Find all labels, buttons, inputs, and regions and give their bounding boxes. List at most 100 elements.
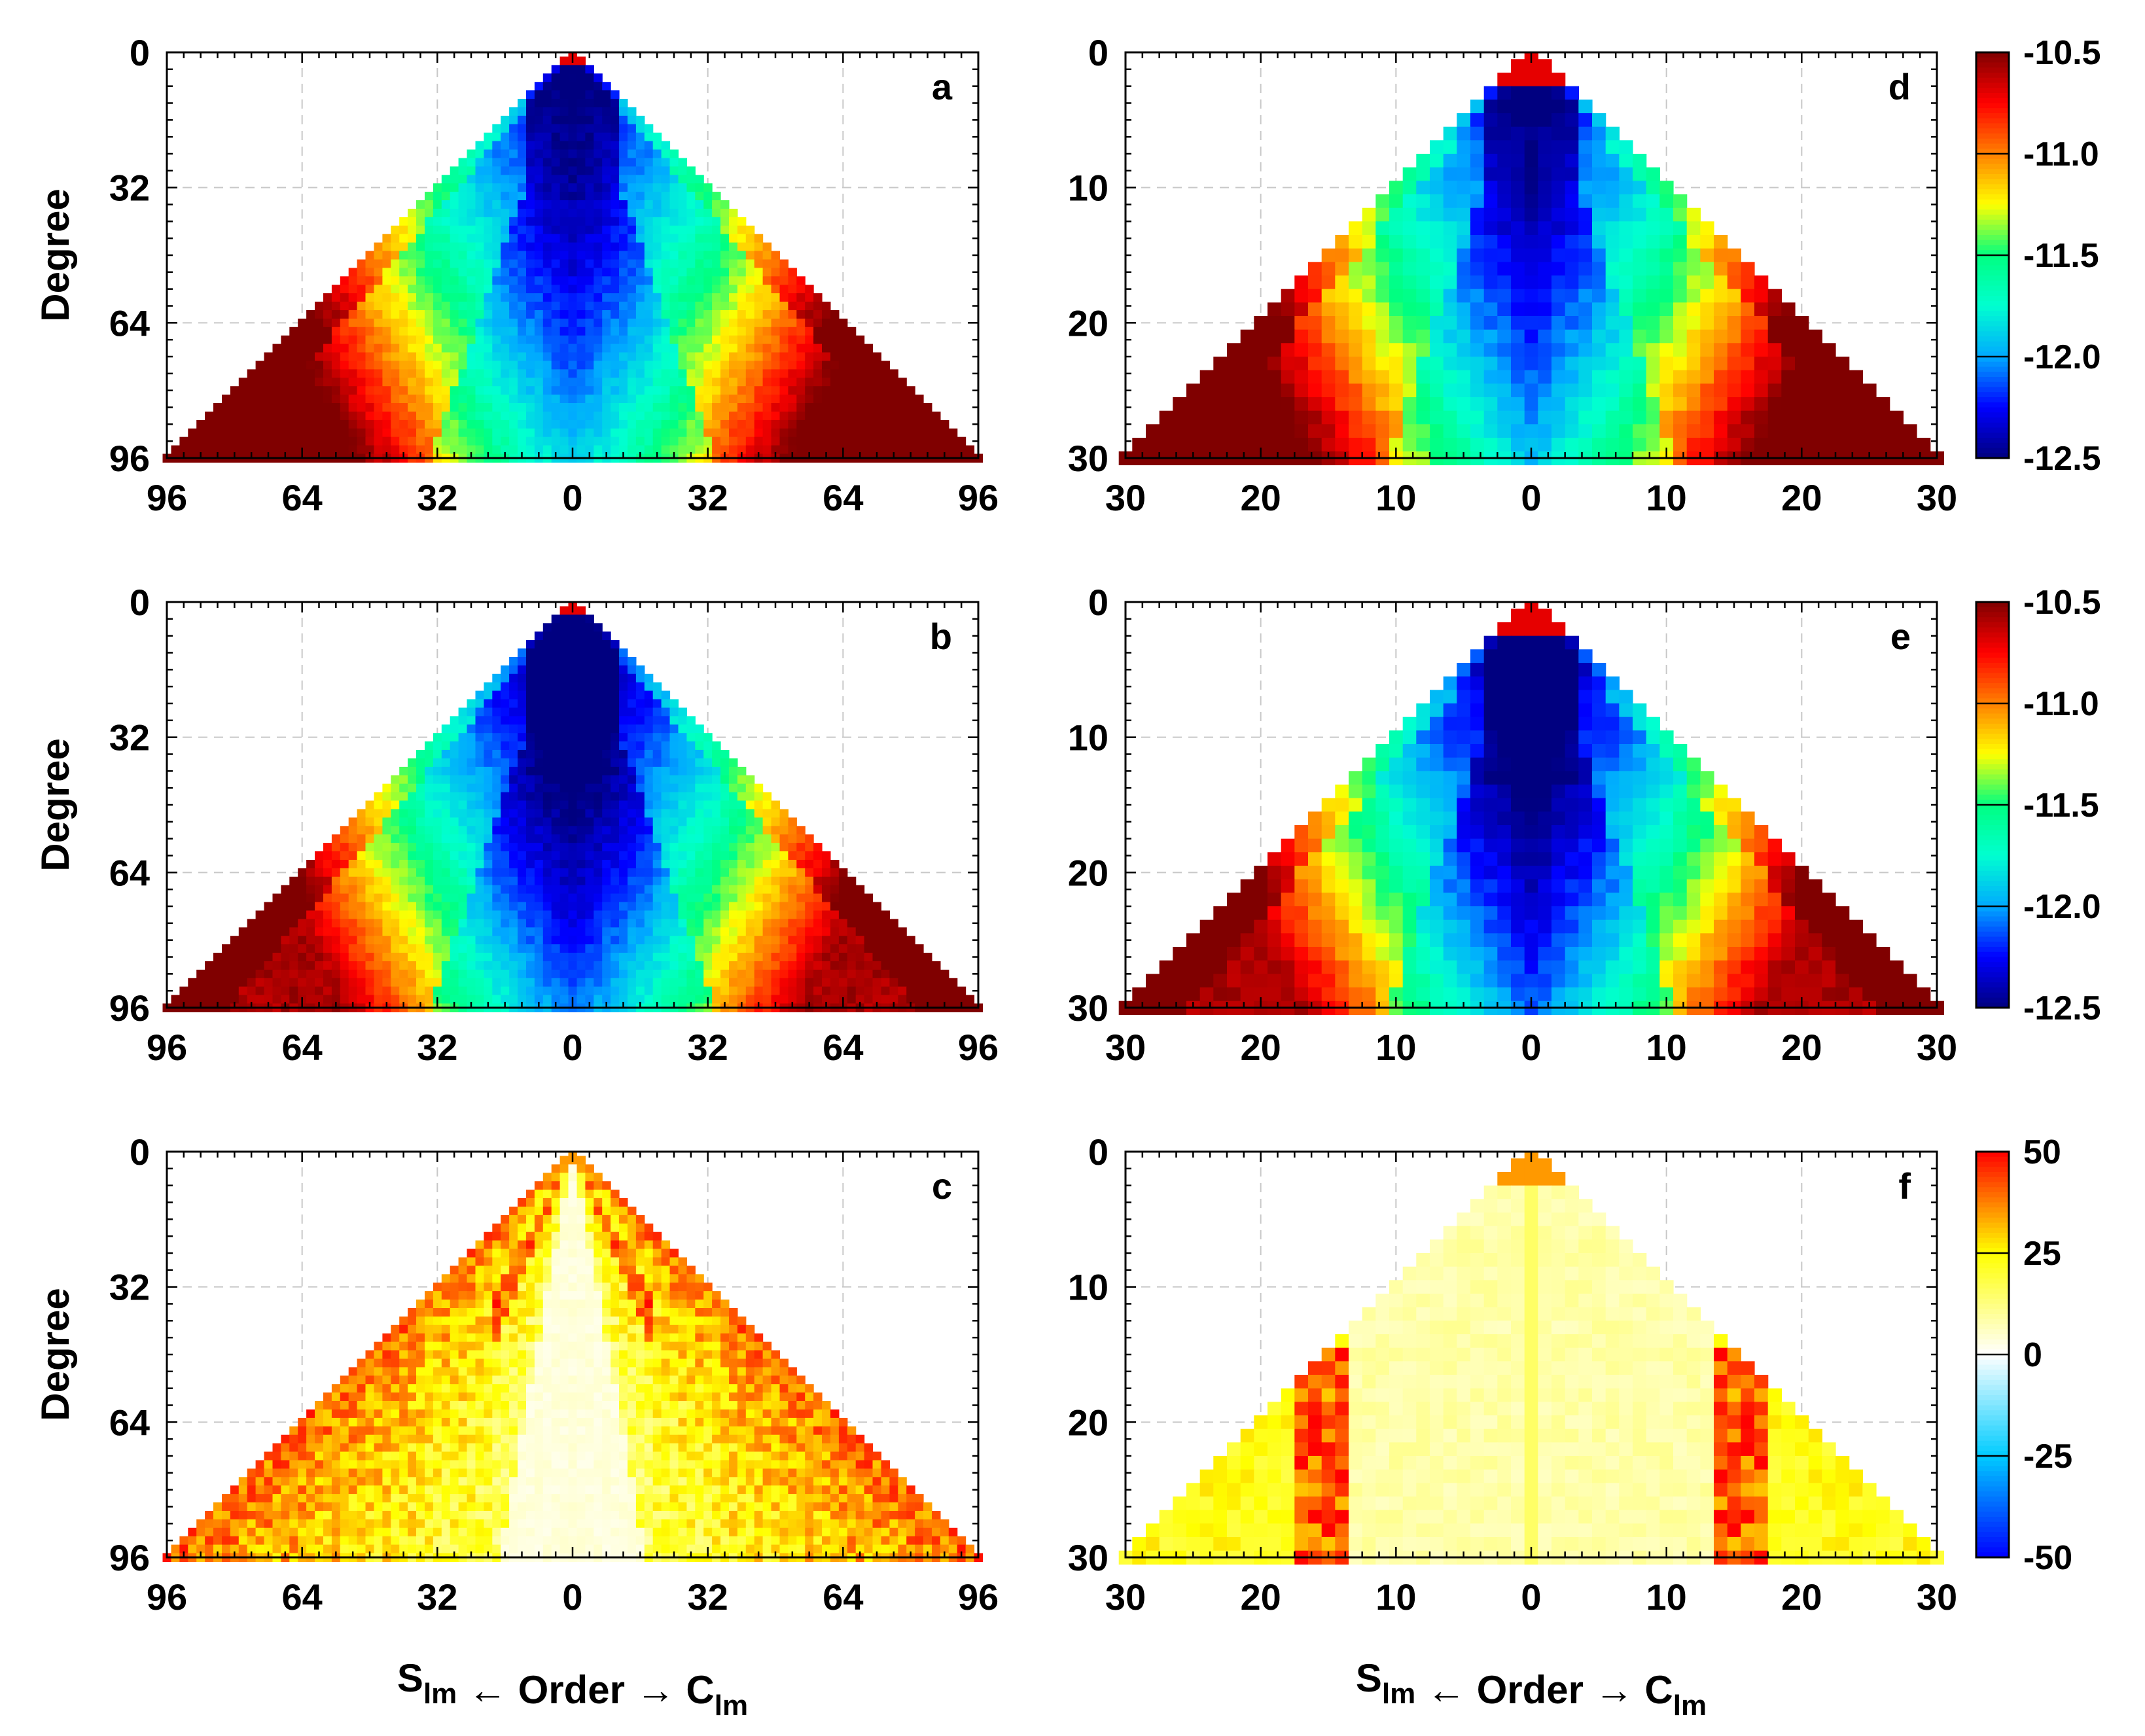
heatmap-cell [526,766,535,776]
heatmap-cell [788,344,797,353]
heatmap-cell [669,403,679,412]
heatmap-cell [602,386,611,395]
heatmap-cell [433,310,442,319]
heatmap-cell [492,936,501,945]
heatmap-cell [526,885,535,895]
heatmap-cell [382,436,391,446]
heatmap-cell [594,995,603,1004]
heatmap-cell [450,792,459,802]
heatmap-cell [551,665,561,675]
heatmap-cell [340,978,349,987]
heatmap-cell [559,885,569,895]
heatmap-cell [602,335,611,345]
heatmap-cell [737,792,747,802]
heatmap-cell [458,978,468,987]
heatmap-cell [433,741,442,751]
heatmap-cell [458,335,468,345]
heatmap-cell [492,876,501,886]
heatmap-cell [357,412,366,421]
heatmap-cell [669,902,679,911]
heatmap-cell [518,115,527,125]
heatmap-cell [594,166,603,175]
heatmap-cell [779,995,789,1004]
heatmap-cell [475,826,484,835]
heatmap-cell [230,386,239,395]
heatmap-cell [830,936,840,945]
heatmap-cell [602,927,611,936]
heatmap-cell [298,352,307,361]
heatmap-cell [796,910,806,919]
heatmap-cell [534,268,544,277]
heatmap-cell [661,851,671,860]
heatmap-cell [619,242,628,252]
heatmap-cell [594,141,603,151]
heatmap-cell [805,936,814,945]
heatmap-cell [635,310,645,319]
heatmap-cell [771,310,780,319]
heatmap-cell [602,209,611,218]
heatmap-cell [779,826,789,835]
heatmap-cell [425,843,434,852]
heatmap-cell [484,851,493,860]
heatmap-cell [720,268,730,277]
heatmap-cell [602,792,611,802]
heatmap-cell [568,860,577,869]
heatmap-cell [652,395,662,404]
heatmap-cell [425,885,434,895]
heatmap-cell [838,436,848,446]
heatmap-cell [729,225,738,235]
heatmap-cell [526,826,535,835]
x-tick-label: 64 [823,477,863,518]
heatmap-cell [509,386,518,395]
heatmap-cell [331,953,341,962]
heatmap-cell [695,758,704,768]
heatmap-cell [492,445,501,455]
heatmap-cell [542,361,552,370]
heatmap-cell [644,259,654,268]
heatmap-cell [475,716,484,725]
heatmap-cell [484,885,493,895]
heatmap-cell [585,285,594,294]
heatmap-cell [805,919,814,928]
heatmap-cell [729,834,738,843]
heatmap-cell [289,378,298,387]
heatmap-cell [298,910,307,919]
heatmap-cell [729,242,738,252]
heatmap-cell [864,369,874,378]
heatmap-cell [729,936,738,945]
heatmap-cell [745,302,755,311]
heatmap-cell [805,369,814,378]
heatmap-cell [576,657,586,666]
heatmap-cell [889,378,898,387]
heatmap-cell [805,843,814,852]
heatmap-cell [559,99,569,108]
heatmap-cell [644,200,654,209]
heatmap-cell [644,234,654,243]
heatmap-cell [416,792,425,802]
heatmap-cell [745,327,755,336]
heatmap-cell [450,445,459,455]
heatmap-cell [720,217,730,226]
heatmap-cell [729,251,738,260]
heatmap-cell [568,614,577,624]
heatmap-cell [264,352,273,361]
heatmap-cell [450,936,459,945]
heatmap-cell [391,352,400,361]
heatmap-cell [855,927,865,936]
heatmap-cell [686,403,696,412]
heatmap-cell [348,953,358,962]
heatmap-cell [264,395,273,404]
heatmap-cell [729,369,738,378]
heatmap-cell [635,149,645,158]
heatmap-cell [484,183,493,192]
heatmap-cell [585,268,594,277]
heatmap-cell [576,775,586,785]
heatmap-cell [306,352,315,361]
heatmap-cell [838,986,848,996]
heatmap-cell [576,361,586,370]
heatmap-cell [255,428,265,438]
heatmap-cell [559,302,569,311]
heatmap-cell [425,969,434,979]
heatmap-cell [635,209,645,218]
